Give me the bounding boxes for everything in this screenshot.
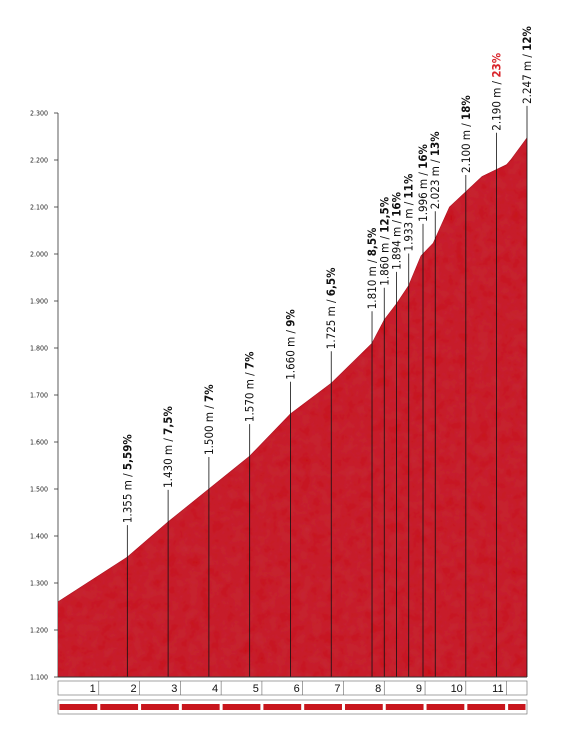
y-tick-label: 2.300 bbox=[30, 110, 48, 118]
annotation-label: 2.100 m / 18% bbox=[459, 95, 473, 173]
km-tick-label: 1 bbox=[90, 683, 96, 695]
km-band-segment bbox=[426, 704, 465, 710]
annotation-label: 1.810 m / 8,5% bbox=[365, 227, 379, 309]
y-axis: 1.100 1.200 1.300 1.400 1.500 1.600 1.700 1.800… bbox=[30, 110, 59, 682]
km-band-segment bbox=[304, 704, 342, 710]
annotation-elevation: 1.860 m / bbox=[377, 233, 391, 286]
annotation-label: 2.023 m / 13% bbox=[428, 131, 442, 209]
annotation-label: 1.725 m / 6,5% bbox=[324, 267, 338, 349]
annotation-gradient: 11% bbox=[402, 173, 416, 198]
annotation-label: 1.894 m / 16% bbox=[389, 191, 403, 269]
annotation-label: 1.660 m / 9% bbox=[283, 309, 297, 380]
annotation-elevation: 2.247 m / bbox=[520, 51, 534, 104]
km-tick-label: 5 bbox=[253, 683, 259, 695]
annotation-label: 1.860 m / 12,5% bbox=[377, 196, 391, 286]
annotation-elevation: 2.100 m / bbox=[459, 120, 473, 173]
km-tick-label: 10 bbox=[451, 683, 463, 695]
annotation-gradient: 7% bbox=[243, 351, 257, 369]
km-tick-label: 8 bbox=[375, 683, 381, 695]
annotation-label: 1.570 m / 7% bbox=[243, 351, 257, 422]
km-tick-label: 2 bbox=[130, 683, 136, 695]
km-tick-label: 9 bbox=[416, 683, 422, 695]
y-tick-label: 1.300 bbox=[30, 580, 48, 588]
annotation-gradient: 13% bbox=[428, 131, 442, 156]
annotation-label: 1.430 m / 7,5% bbox=[161, 406, 175, 488]
annotation-gradient: 9% bbox=[283, 309, 297, 327]
y-tick-label: 1.200 bbox=[30, 627, 48, 635]
y-tick-label: 2.100 bbox=[30, 204, 48, 212]
km-tick-label: 4 bbox=[212, 683, 218, 695]
y-tick-label: 1.800 bbox=[30, 345, 48, 353]
annotation-gradient: 16% bbox=[389, 191, 403, 216]
y-tick-label: 1.900 bbox=[30, 298, 48, 306]
y-tick-label: 1.700 bbox=[30, 392, 48, 400]
km-tick-label: 7 bbox=[334, 683, 340, 695]
annotation-elevation: 2.023 m / bbox=[428, 156, 442, 209]
y-tick-label: 2.000 bbox=[30, 251, 48, 259]
annotation-label: 1.933 m / 11% bbox=[402, 173, 416, 251]
annotation-elevation: 1.933 m / bbox=[402, 198, 416, 251]
annotation-gradient: 6,5% bbox=[324, 267, 338, 296]
km-band-segment bbox=[59, 704, 98, 710]
annotation-elevation: 1.660 m / bbox=[283, 327, 297, 380]
annotation-label: 2.190 m / 23% bbox=[489, 52, 503, 130]
annotation-elevation: 1.894 m / bbox=[389, 217, 403, 270]
annotation-label: 1.500 m / 7% bbox=[202, 384, 216, 455]
y-tick-label: 1.600 bbox=[30, 439, 48, 447]
annotation-leader-lines bbox=[126, 105, 528, 677]
km-band-segment bbox=[100, 704, 139, 710]
annotation-gradient: 5,59% bbox=[120, 434, 134, 471]
km-band-segment bbox=[385, 704, 424, 710]
annotation-gradient: 7,5% bbox=[161, 406, 175, 435]
km-band-segment bbox=[141, 704, 179, 710]
annotation-elevation: 1.500 m / bbox=[202, 402, 216, 455]
km-band-segment bbox=[222, 704, 261, 710]
annotation-label: 1.996 m / 16% bbox=[416, 143, 430, 221]
km-tick-label: 11 bbox=[492, 683, 503, 695]
annotation-gradient: 23% bbox=[489, 52, 503, 77]
profile-area bbox=[57, 136, 528, 678]
y-tick-label: 1.400 bbox=[30, 533, 48, 541]
km-scale-frame bbox=[57, 680, 528, 696]
annotation-gradient: 16% bbox=[416, 143, 430, 168]
annotation-label: 1.355 m / 5,59% bbox=[120, 434, 134, 524]
profile-area-group bbox=[57, 136, 528, 678]
annotation-gradient: 12% bbox=[520, 25, 534, 50]
annotation-labels: 1.355 m / 5,59% 1.430 m / 7,5% 1.500 m / 7… bbox=[120, 25, 534, 523]
annotation-gradient: 8,5% bbox=[365, 227, 379, 256]
km-tick-label: 3 bbox=[171, 683, 177, 695]
annotation-gradient: 7% bbox=[202, 384, 216, 402]
annotation-elevation: 1.430 m / bbox=[161, 435, 175, 488]
km-band-segment bbox=[467, 704, 506, 710]
annotation-elevation: 1.570 m / bbox=[243, 369, 257, 422]
km-band-segment bbox=[263, 704, 302, 710]
annotation-label: 2.247 m / 12% bbox=[520, 25, 534, 103]
km-band-segment bbox=[508, 704, 526, 710]
y-tick-label: 1.500 bbox=[30, 486, 48, 494]
annotation-elevation: 1.810 m / bbox=[365, 256, 379, 309]
y-tick-label: 1.100 bbox=[30, 674, 48, 682]
annotation-elevation: 1.996 m / bbox=[416, 169, 430, 222]
y-tick-label: 2.200 bbox=[30, 157, 48, 165]
km-band-segment bbox=[344, 704, 383, 710]
annotation-elevation: 1.355 m / bbox=[120, 470, 134, 523]
annotation-gradient: 18% bbox=[459, 95, 473, 120]
annotation-elevation: 1.725 m / bbox=[324, 296, 338, 349]
annotation-elevation: 2.190 m / bbox=[489, 78, 503, 131]
km-band-segment bbox=[181, 704, 220, 710]
x-axis: 1 2 3 4 5 6 7 8 9 10 11 bbox=[57, 676, 528, 715]
annotation-gradient: 12,5% bbox=[377, 196, 391, 233]
km-tick-label: 6 bbox=[294, 683, 300, 695]
